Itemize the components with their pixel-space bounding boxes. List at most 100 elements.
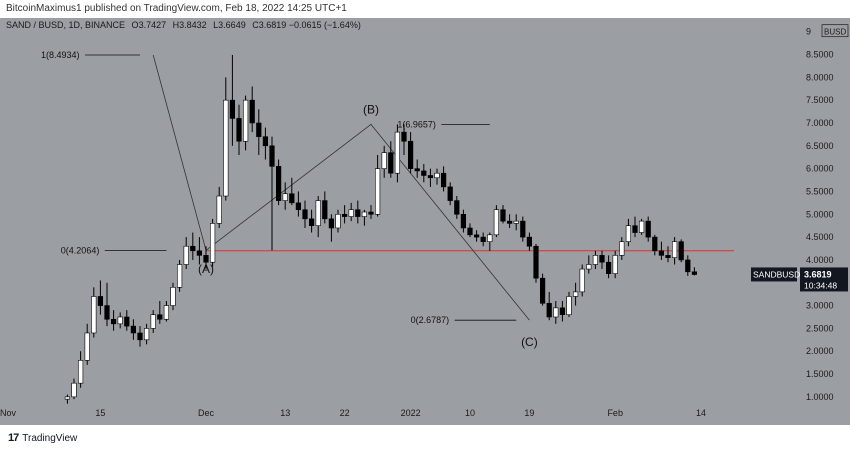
x-tick-label: Dec <box>198 408 215 418</box>
candle-body <box>506 220 513 224</box>
chart-area[interactable]: (A) (B) (C) 1(8.4934) 0(4.2064) 1(6.9657) 0(2.… <box>0 18 850 425</box>
y-tick-label: 8.0000 <box>806 72 834 82</box>
publish-info-bar: BitcoinMaximus1 published on TradingView… <box>0 0 850 18</box>
candle-body <box>658 250 665 256</box>
y-tick-label: 7.5000 <box>806 95 834 105</box>
candle-body <box>236 118 242 142</box>
x-tick-label: 15 <box>95 408 105 418</box>
candle-body <box>355 209 361 217</box>
y-tick-label: 8.5000 <box>806 50 834 60</box>
y-tick-label: 2.0000 <box>806 346 834 356</box>
candle-body <box>454 200 460 215</box>
annotation-layer: (A) (B) (C) 1(8.4934) 0(4.2064) 1(6.9657) 0(2.… <box>41 50 538 349</box>
candle-body <box>473 234 480 238</box>
candle-body <box>315 200 321 226</box>
candle-body <box>143 328 150 341</box>
wave-label: (A) <box>198 262 214 276</box>
y-tick-label: 1.5000 <box>806 369 834 379</box>
x-axis: Nov 15 Dec 13 22 2022 10 19 Feb 14 <box>0 408 706 418</box>
candle-body <box>427 175 434 179</box>
candle-body <box>652 236 658 252</box>
x-tick-label: 2022 <box>401 408 421 418</box>
candle-body <box>242 99 249 142</box>
candle-body <box>685 259 691 273</box>
x-tick-label: 10 <box>465 408 475 418</box>
candle-body <box>612 255 618 274</box>
y-tick-label: 5.5000 <box>806 186 834 196</box>
y-tick-label: 4.5000 <box>806 232 834 242</box>
candle-body <box>619 241 625 256</box>
y-tick-label: 4.0000 <box>806 255 834 265</box>
candle-body <box>269 145 275 167</box>
candle-body <box>665 255 671 258</box>
candle-body <box>638 220 645 233</box>
symbol-label: SAND / BUSD, 1D, BINANCE <box>6 20 126 30</box>
candle-body <box>183 245 189 265</box>
close-label: C <box>252 20 259 30</box>
candle-body <box>97 296 104 306</box>
y-tick-label: 2.5000 <box>806 323 834 333</box>
candle-body <box>579 268 585 293</box>
wave-label: (B) <box>363 102 379 116</box>
candle-body <box>150 314 156 329</box>
candle-body <box>170 287 176 306</box>
fib-level-label: 0(4.2064) <box>61 245 100 255</box>
candle-body <box>671 241 678 258</box>
candle-body <box>605 261 612 274</box>
high-value: 3.8432 <box>179 20 207 30</box>
candle-body <box>335 213 341 229</box>
candle-body <box>645 220 651 238</box>
candle-body <box>203 255 209 263</box>
change-value: −0.0615 (−1.64%) <box>288 20 361 30</box>
candle-body <box>348 209 354 217</box>
low-value: 3.6649 <box>218 20 246 30</box>
tradingview-logo-icon: 17 <box>8 432 19 444</box>
candle-body <box>374 168 381 215</box>
candle-body <box>533 245 539 279</box>
candle-body <box>302 209 308 220</box>
y-tick-label: 6.5000 <box>806 141 834 151</box>
candle-body <box>539 277 546 304</box>
fib-level-label: 1(6.9657) <box>397 119 436 129</box>
candle-body <box>500 209 506 222</box>
currency-label: BUSD <box>824 28 846 37</box>
candle-body <box>632 225 638 233</box>
candles-layer <box>64 54 698 404</box>
price-tag-box <box>800 267 848 292</box>
candle-body <box>308 218 315 226</box>
candle-body <box>559 307 566 316</box>
candle-body <box>493 209 500 236</box>
currency-box <box>821 24 849 38</box>
candle-body <box>480 236 486 242</box>
candle-body <box>368 211 374 215</box>
candle-body <box>84 332 90 361</box>
candle-body <box>599 255 605 263</box>
candle-body <box>553 307 559 318</box>
candle-body <box>289 193 295 204</box>
wave-line <box>152 54 530 321</box>
wave-label: (C) <box>521 335 538 349</box>
candle-body <box>407 140 414 169</box>
candle-body <box>64 396 71 400</box>
candle-body <box>124 316 130 327</box>
candle-body <box>229 99 236 119</box>
y-axis: 1.00001.50002.00002.50003.00003.50004.00… <box>806 24 849 402</box>
tradingview-logo[interactable]: 17 TradingView <box>8 432 77 444</box>
candle-body <box>130 325 137 334</box>
candle-body <box>295 202 302 211</box>
candle-body <box>137 332 143 341</box>
candle-body <box>487 234 493 242</box>
y-tick-label: 1.0000 <box>806 392 834 402</box>
candle-body <box>572 291 579 297</box>
candle-body <box>520 220 526 238</box>
candle-body <box>209 223 216 263</box>
candle-body <box>190 245 196 252</box>
x-tick-label: Nov <box>0 408 16 418</box>
candle-body <box>216 195 222 224</box>
candlestick-chart[interactable]: (A) (B) (C) 1(8.4934) 0(4.2064) 1(6.9657) 0(2.… <box>0 18 850 425</box>
candle-body <box>322 200 328 220</box>
candle-body <box>157 314 163 320</box>
candle-body <box>546 302 552 318</box>
open-label: O <box>131 20 139 30</box>
